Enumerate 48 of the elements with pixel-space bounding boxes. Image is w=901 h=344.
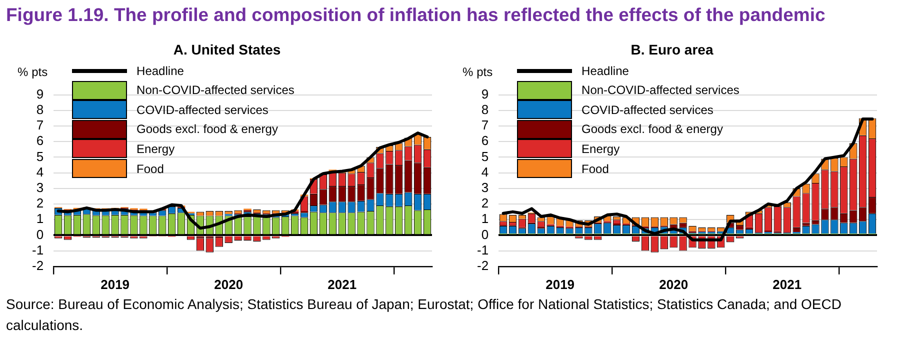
y-tick-label: -2 [32,258,44,273]
y-tick-label: 5 [36,148,44,164]
y-tick-label: 3 [36,180,44,195]
y-tick-label: 0 [481,226,489,242]
legend-label: COVID-affected services [582,102,714,117]
y-axis-title: % pts [18,65,48,80]
chart-title: B. Euro area [630,41,714,58]
y-tick-label: 1 [36,211,44,226]
y-tick-label: 4 [481,164,489,180]
x-tick-label: 2021 [772,276,802,292]
legend-label: Goods excl. food & energy [582,122,723,136]
y-tick-label: 6 [36,133,44,148]
x-tick-label: 2019 [546,276,575,292]
y-tick-label: 8 [36,102,44,117]
x-tick-label: 2019 [100,276,130,292]
chart-title: A. United States [173,41,281,58]
y-tick-label: -1 [476,242,489,258]
y-tick-label: 9 [481,86,489,102]
caption: Figure 1.19. The profile and composition of inflation has reflected the effects of the pandemic [6,4,826,26]
legend-label: Food [582,162,609,176]
legend-label: Energy [136,142,175,156]
y-tick-label: -2 [476,258,489,273]
legend-label: Headline [582,64,629,78]
legend-label: Non-COVID-affected services [136,83,294,98]
y-tick-label: 8 [481,102,489,117]
legend-label: Goods excl. food & energy [136,122,278,136]
y-tick-label: 1 [481,211,489,226]
legend-label: Energy [582,142,620,156]
x-tick-label: 2020 [659,276,688,292]
legend-label: COVID-affected services [136,102,268,117]
y-axis-title: % pts [462,65,493,80]
source-note: Source: Bureau of Economic Analysis; Statistics Bureau of Japan; Eurostat; Office for National Statistics; Statistics Canada; and OECD calculations. [6,295,842,335]
x-tick-label: 2021 [328,276,357,292]
y-tick-label: 7 [481,118,489,133]
y-tick-label: 3 [481,180,489,195]
y-tick-label: 2 [481,196,489,211]
y-tick-label: 4 [36,164,44,180]
x-tick-label: 2020 [214,276,244,292]
y-tick-label: 5 [481,148,489,164]
y-tick-label: 7 [36,118,44,133]
y-tick-label: 2 [36,196,44,211]
y-tick-label: 0 [36,226,44,242]
legend-label: Food [136,162,164,176]
y-tick-label: -1 [32,242,44,258]
legend-label: Non-COVID-affected services [582,83,740,98]
y-tick-label: 9 [36,86,44,102]
legend-label: Headline [136,64,184,78]
y-tick-label: 6 [481,133,489,148]
